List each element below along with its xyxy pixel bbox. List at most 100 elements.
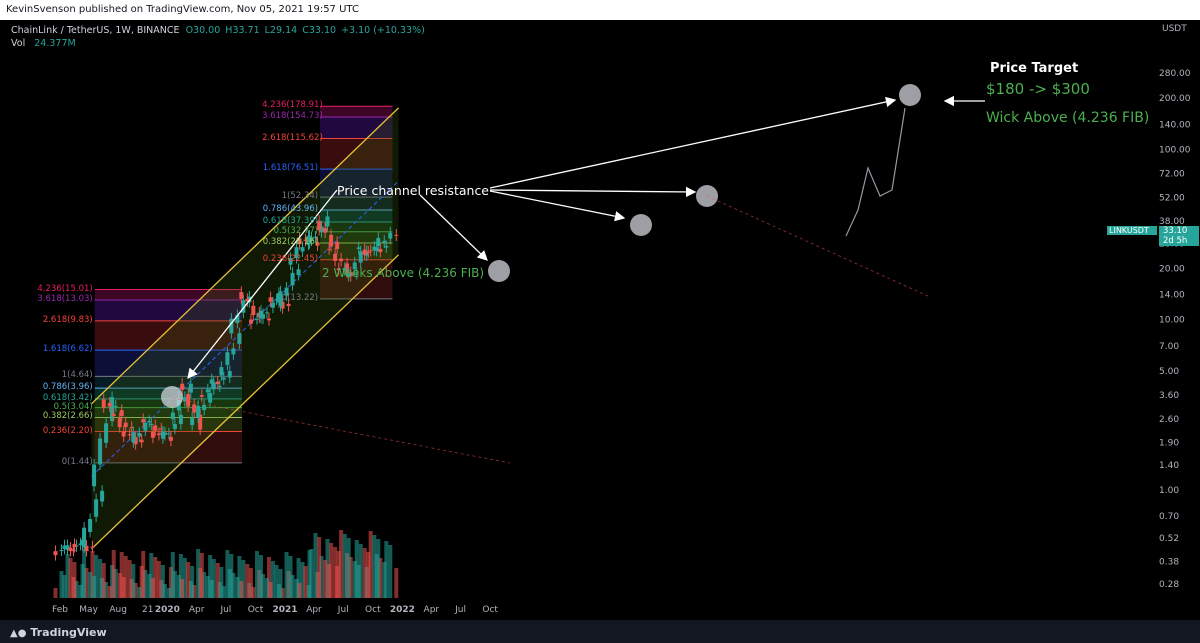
candle-body [270,302,275,308]
volume-bar [53,588,58,598]
volume-bar [82,549,87,598]
fib-level-label: 4.236(178.91) [262,100,323,111]
volume-bar [254,551,259,598]
price-tick: 2.60 [1159,415,1179,425]
volume-bar [133,583,138,598]
volume-bar [290,575,295,598]
candle-body [150,431,155,438]
candle-body [280,301,285,309]
candle-body [294,247,299,259]
price-tick: 1.90 [1159,438,1179,448]
candle-body [104,423,109,443]
candle-body [88,519,93,533]
candle-body [110,397,115,422]
volume-bar [323,560,328,598]
candle-body [72,544,77,548]
volume-bar [90,551,95,598]
candle-body [248,319,253,324]
volume-bar [288,556,293,598]
fib-level-label: 0.5(3.04) [53,401,93,412]
volume-bar [278,569,283,598]
price-tick: 10.00 [1159,316,1185,326]
price-scale[interactable]: 280.00 200.00 140.00 100.00 72.00 52.00 38.00 2… [1155,20,1200,600]
arrow-to-2021-peak [489,186,697,198]
candle-body [268,297,273,302]
candle-body [141,419,146,423]
ohlc-open: O30.00 [185,25,221,36]
symbol-legend[interactable]: ChainLink / TetherUS, 1W, BINANCE O30.00… [11,25,427,36]
price-tick: 20.00 [1159,264,1185,274]
highlight-circle [161,386,183,408]
volume-bar [123,556,128,598]
candle-body [90,546,95,548]
candle-body [348,272,353,277]
volume-bar [333,547,338,598]
price-tick: 1.40 [1159,461,1179,471]
candle-body [166,433,171,435]
volume-bar [336,551,341,598]
volume-bar [59,571,64,598]
fib-level-label: 0.382(2.66) [42,411,93,422]
time-tick: Jul [337,605,349,615]
arrow-to-2021-top [489,190,626,222]
volume-bar [372,535,377,598]
price-tick: 100.00 [1159,145,1191,155]
volume-bar [309,549,314,598]
volume-bar [92,576,97,598]
fib-zone [94,376,242,389]
candle-body [362,249,367,255]
candle-body [258,310,263,319]
volume-bar [303,566,308,598]
wick-above-label: Wick Above (4.236 FIB) [986,110,1150,126]
projected-path [845,107,906,237]
arrow-to-2019-top [187,189,338,380]
volume-bar [313,533,318,598]
candle-body [147,421,152,423]
price-chart[interactable] [0,0,1155,600]
candle-body [239,292,244,299]
volume-bar [149,553,154,598]
candle-body [71,549,76,552]
highlight-circle [630,214,652,236]
candle-body [333,253,338,261]
volume-legend[interactable]: Vol 24.377M [11,38,76,49]
fib-level-label: 1.618(6.62) [42,344,93,355]
time-tick: Apr [424,605,440,615]
volume-bar [229,554,234,598]
price-tick: 72.00 [1159,170,1185,180]
fib-level-label: 0.382(28.16) [262,236,319,247]
fib-level-label: 0(13.22) [281,292,319,303]
volume-bar [327,564,332,598]
volume-bar [94,555,99,598]
time-tick: Feb [52,605,68,615]
candle-body [368,250,373,252]
candle-body [366,251,371,253]
candle-body [107,402,112,407]
volume-bar [270,561,275,598]
ohlc-change: +3.10 (+10.33%) [341,25,425,36]
volume-bar [231,573,236,598]
fib-level-label: 3.618(13.03) [37,293,93,304]
channel-resistance-label: Price channel resistance [337,183,490,198]
last-price-badge: LINKUSDT 33.10 2d 5h [1107,226,1199,246]
volume-bar [180,579,185,598]
fib-level-label: 0.786(3.96) [42,382,93,393]
candle-body [317,220,322,231]
last-price-value: 33.10 [1163,226,1188,236]
volume-bar [147,574,152,598]
channel-resistance-line [91,107,399,405]
candle-body [339,258,344,262]
price-target-title: Price Target [990,61,1079,76]
volume-bar [317,537,322,598]
candle-body [290,272,295,286]
time-scale[interactable]: Feb May Aug 21 2020 Apr Jul Oct 2021 Apr Jul Oct 202… [0,600,1155,620]
candle-body [342,267,347,271]
volume-bar [378,558,383,598]
candle-body [229,318,234,334]
fib-level-label: 0.5(32.77) [273,225,319,236]
volume-bar [376,539,381,598]
arrow-to-target [489,96,897,189]
candle-body [162,432,167,436]
volume-bar [141,551,146,598]
candle-body [225,352,230,365]
